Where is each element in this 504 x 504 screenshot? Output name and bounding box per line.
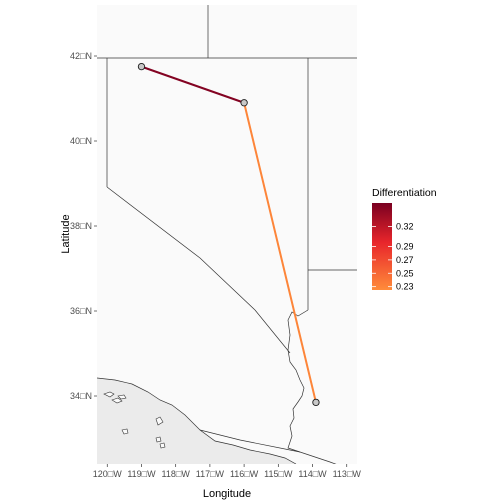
x-tick-label: 118□W <box>162 469 191 479</box>
island <box>155 416 164 426</box>
legend-colorbar <box>372 203 392 290</box>
legend: Differentiation 0.23 0.25 0.27 0.29 0.32 <box>372 187 437 292</box>
x-tick-label: 115□W <box>264 469 293 479</box>
state-borders <box>97 5 357 464</box>
x-axis: 120□W 119□W 118□W 117□W 116□W 115□W 114□W 113□W <box>93 464 362 479</box>
y-tick-label: 42□N <box>70 51 92 61</box>
islands <box>103 391 166 449</box>
island <box>121 428 129 435</box>
site-point <box>137 62 146 71</box>
x-tick-label: 113□W <box>333 469 362 479</box>
map-panel <box>97 5 357 464</box>
x-tick-label: 119□W <box>127 469 156 479</box>
legend-tick-label: 0.29 <box>396 242 414 252</box>
border-colorado-river <box>287 309 309 453</box>
island <box>159 442 166 449</box>
island <box>103 391 115 398</box>
coastline <box>97 377 297 464</box>
legend-tick-label: 0.27 <box>396 255 414 265</box>
legend-tick-label: 0.25 <box>396 268 414 278</box>
x-tick-label: 116□W <box>230 469 259 479</box>
legend-ticks: 0.23 0.25 0.27 0.29 0.32 <box>372 221 414 292</box>
y-tick-label: 38□N <box>70 221 92 231</box>
x-axis-title: Longitude <box>203 488 251 500</box>
island <box>111 397 123 404</box>
site-point <box>240 99 248 107</box>
y-tick-label: 34□N <box>70 391 92 401</box>
legend-tick-label: 0.32 <box>396 221 414 231</box>
y-tick-label: 36□N <box>70 306 92 316</box>
border-mexico <box>199 429 337 464</box>
y-axis-title: Latitude <box>60 214 72 253</box>
island <box>117 394 127 400</box>
island <box>155 436 162 443</box>
border-california-nevada <box>106 186 291 354</box>
link-layer <box>140 65 317 404</box>
y-axis: 34□N 36□N 38□N 40□N 42□N <box>70 51 97 401</box>
link-line <box>140 65 246 104</box>
x-tick-label: 114□W <box>298 469 327 479</box>
x-tick-label: 120□W <box>93 469 122 479</box>
link-line <box>243 101 317 404</box>
legend-tick-label: 0.23 <box>396 282 414 292</box>
land-area <box>97 5 357 464</box>
site-layer <box>137 62 320 407</box>
legend-title: Differentiation <box>372 187 437 199</box>
x-tick-label: 117□W <box>196 469 225 479</box>
y-tick-label: 40□N <box>70 136 92 146</box>
site-point <box>312 398 320 407</box>
